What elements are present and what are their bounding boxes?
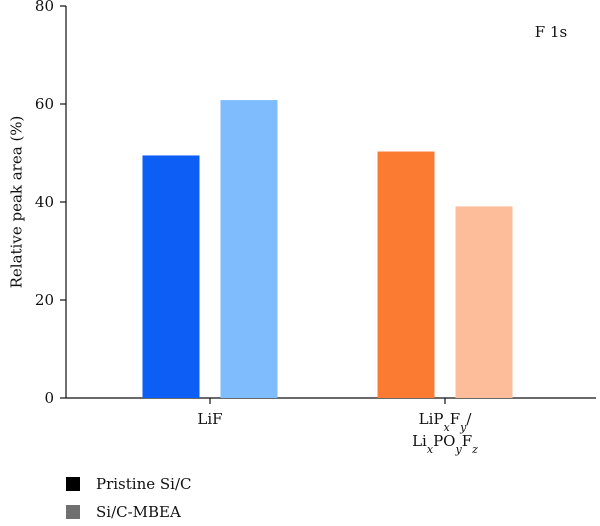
bar-lipf-pristine [377, 151, 435, 398]
bar-lif-pristine [142, 155, 200, 398]
y-tick-label: 80 [35, 0, 54, 15]
bar-lif-mbea [220, 100, 278, 398]
y-tick-label: 0 [44, 389, 54, 407]
legend-item-pristine: Pristine Si/C [66, 470, 192, 498]
x-axis-ticks: LiF LiPxFy/LixPOyFz [197, 398, 478, 456]
plot-area: 0 20 40 60 80 LiF LiPxFy/LixPOyFz F 1s Relati… [7, 0, 596, 456]
panel-label: F 1s [535, 23, 567, 41]
x-tick-label-lipf-line2: LixPOyFz [412, 432, 478, 456]
legend-label-pristine: Pristine Si/C [96, 475, 192, 493]
legend-label-mbea: Si/C-MBEA [96, 503, 181, 521]
bar-lipf-mbea [455, 206, 513, 398]
legend-item-mbea: Si/C-MBEA [66, 498, 192, 526]
y-tick-label: 20 [35, 291, 54, 309]
legend-swatch-pristine [66, 477, 80, 491]
y-axis-title: Relative peak area (%) [7, 116, 25, 289]
y-axis-ticks: 0 20 40 60 80 [35, 0, 66, 407]
x-tick-label-lipf-line1: LiPxFy/ [419, 410, 473, 434]
y-tick-label: 60 [35, 95, 54, 113]
legend: Pristine Si/C Si/C-MBEA [66, 470, 192, 526]
legend-swatch-mbea [66, 505, 80, 519]
bar-chart: 0 20 40 60 80 LiF LiPxFy/LixPOyFz F 1s Relati… [7, 0, 596, 456]
y-tick-label: 40 [35, 193, 54, 211]
x-tick-label-lif: LiF [197, 410, 222, 428]
bars [142, 100, 513, 398]
